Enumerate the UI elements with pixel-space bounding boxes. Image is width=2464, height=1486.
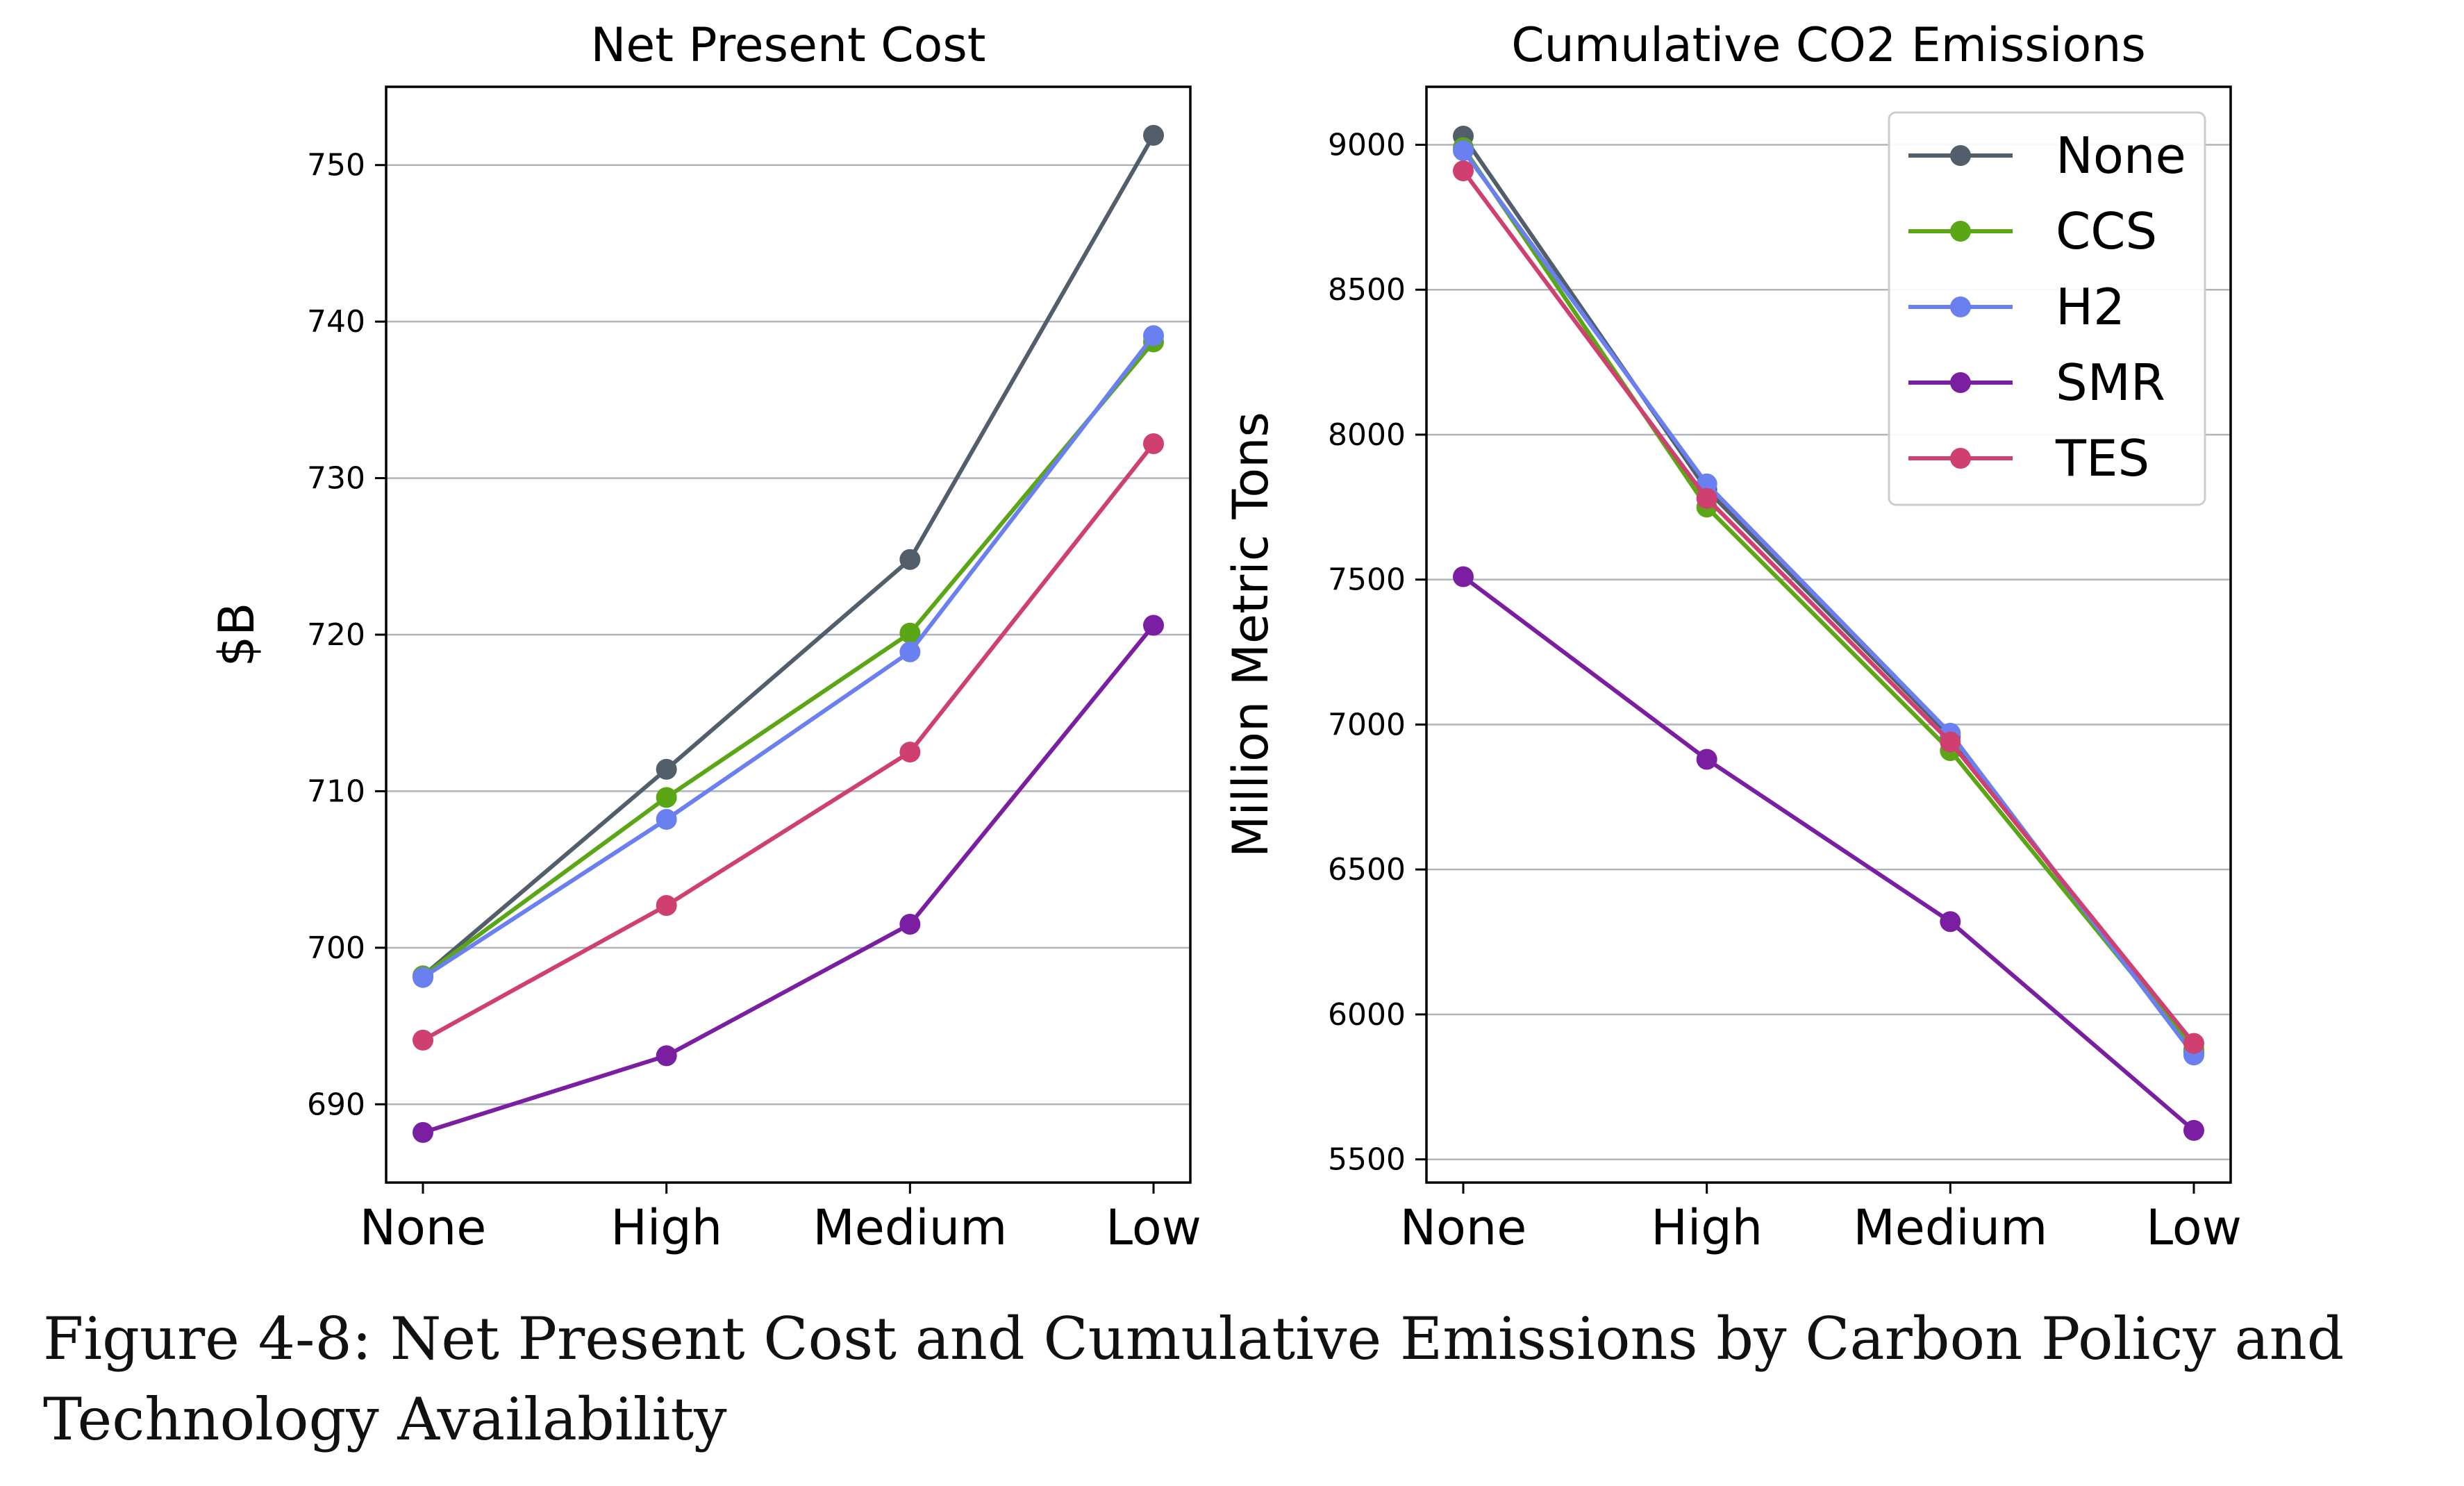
data-point-smr (2183, 1119, 2204, 1141)
legend-label-tes: TES (2055, 429, 2149, 487)
data-point-none (899, 549, 921, 570)
y-axis-label: Million Metric Tons (1222, 412, 1279, 858)
y-axis-label: $B (208, 603, 265, 667)
data-point-smr (413, 1121, 433, 1143)
data-point-tes (656, 894, 677, 916)
chart-cumulative-co2-emissions: 5500 6000 6500 7000 7500 8000 8500 9000 None High… (1222, 18, 2242, 1256)
data-point-h2 (1143, 325, 1164, 347)
series-line-tes (422, 442, 1156, 1042)
series-line-smr (1462, 575, 2195, 1133)
y-tick-label: 740 (307, 304, 365, 340)
data-point-none (1143, 124, 1164, 146)
data-point-ccs (656, 787, 677, 808)
series-line-tes (1461, 169, 2196, 1045)
x-tick-label: Medium (1853, 1199, 2047, 1256)
legend-marker-tes (1950, 448, 1971, 469)
series-line-ccs (422, 340, 1156, 978)
legend-marker-none (1950, 145, 1971, 166)
legend-label-h2: H2 (2056, 278, 2125, 336)
data-point-smr (1940, 911, 1961, 933)
y-tick-label: 750 (307, 148, 365, 183)
data-point-smr (1143, 615, 1164, 636)
x-tick-label: None (360, 1199, 487, 1256)
x-tick-label: None (1400, 1199, 1527, 1256)
y-tick-label: 710 (307, 774, 365, 809)
data-point-smr (899, 914, 921, 935)
legend-marker-smr (1950, 372, 1971, 393)
chart-title: Net Present Cost (591, 18, 986, 73)
y-tick-label: 6000 (1328, 997, 1406, 1033)
series-line-smr (422, 624, 1156, 1135)
legend-label-smr: SMR (2056, 353, 2165, 412)
y-tick-label: 8000 (1328, 417, 1406, 453)
y-tick-label: 6500 (1328, 852, 1406, 887)
plot-frame (385, 85, 1192, 1184)
legend-marker-ccs (1950, 221, 1971, 242)
data-point-h2 (899, 641, 921, 662)
series-line-h2 (422, 334, 1156, 980)
series-line-ccs (1461, 146, 2196, 1051)
data-point-h2 (656, 809, 677, 830)
data-point-tes (413, 1029, 433, 1051)
y-tick-label: 730 (307, 461, 365, 496)
figure-caption: Figure 4-8: Net Present Cost and Cumulat… (43, 1305, 2345, 1453)
chart-title: Cumulative CO2 Emissions (1511, 18, 2146, 73)
x-tick-label: Low (1106, 1199, 1201, 1256)
chart-net-present-cost: 690 700 710 720 730 740 750 None High Medium Low Ne… (208, 18, 1201, 1256)
data-point-ccs (899, 622, 921, 644)
legend: None CCS H2 SMR TES (1888, 111, 2206, 506)
data-point-h2 (1453, 140, 1474, 161)
x-tick-label: Low (2146, 1199, 2242, 1256)
data-point-smr (1696, 749, 1717, 770)
legend-frame (1888, 111, 2206, 506)
data-point-tes (899, 742, 921, 763)
legend-label-ccs: CCS (2056, 202, 2157, 260)
plot-frame (1425, 85, 2232, 1184)
legend-label-none: None (2056, 126, 2186, 185)
data-point-h2 (413, 967, 433, 988)
series-line-none (422, 134, 1156, 978)
data-point-tes (1453, 160, 1474, 182)
y-tick-label: 7500 (1328, 562, 1406, 598)
y-tick-label: 8500 (1328, 272, 1406, 308)
y-tick-label: 700 (307, 930, 365, 966)
y-tick-label: 720 (307, 617, 365, 653)
y-tick-label: 690 (307, 1087, 365, 1122)
x-tick-label: Medium (813, 1199, 1007, 1256)
data-point-smr (656, 1045, 677, 1067)
x-tick-label: High (610, 1199, 722, 1256)
data-point-tes (1940, 731, 1961, 753)
x-tick-label: High (1651, 1199, 1763, 1256)
legend-marker-h2 (1950, 297, 1971, 317)
data-point-none (656, 758, 677, 780)
data-point-tes (2183, 1033, 2204, 1054)
data-point-smr (1453, 566, 1474, 587)
y-tick-label: 7000 (1328, 707, 1406, 742)
y-tick-label: 5500 (1328, 1142, 1406, 1178)
y-tick-label: 9000 (1328, 127, 1406, 162)
data-point-tes (1143, 433, 1164, 454)
data-point-tes (1696, 487, 1717, 509)
